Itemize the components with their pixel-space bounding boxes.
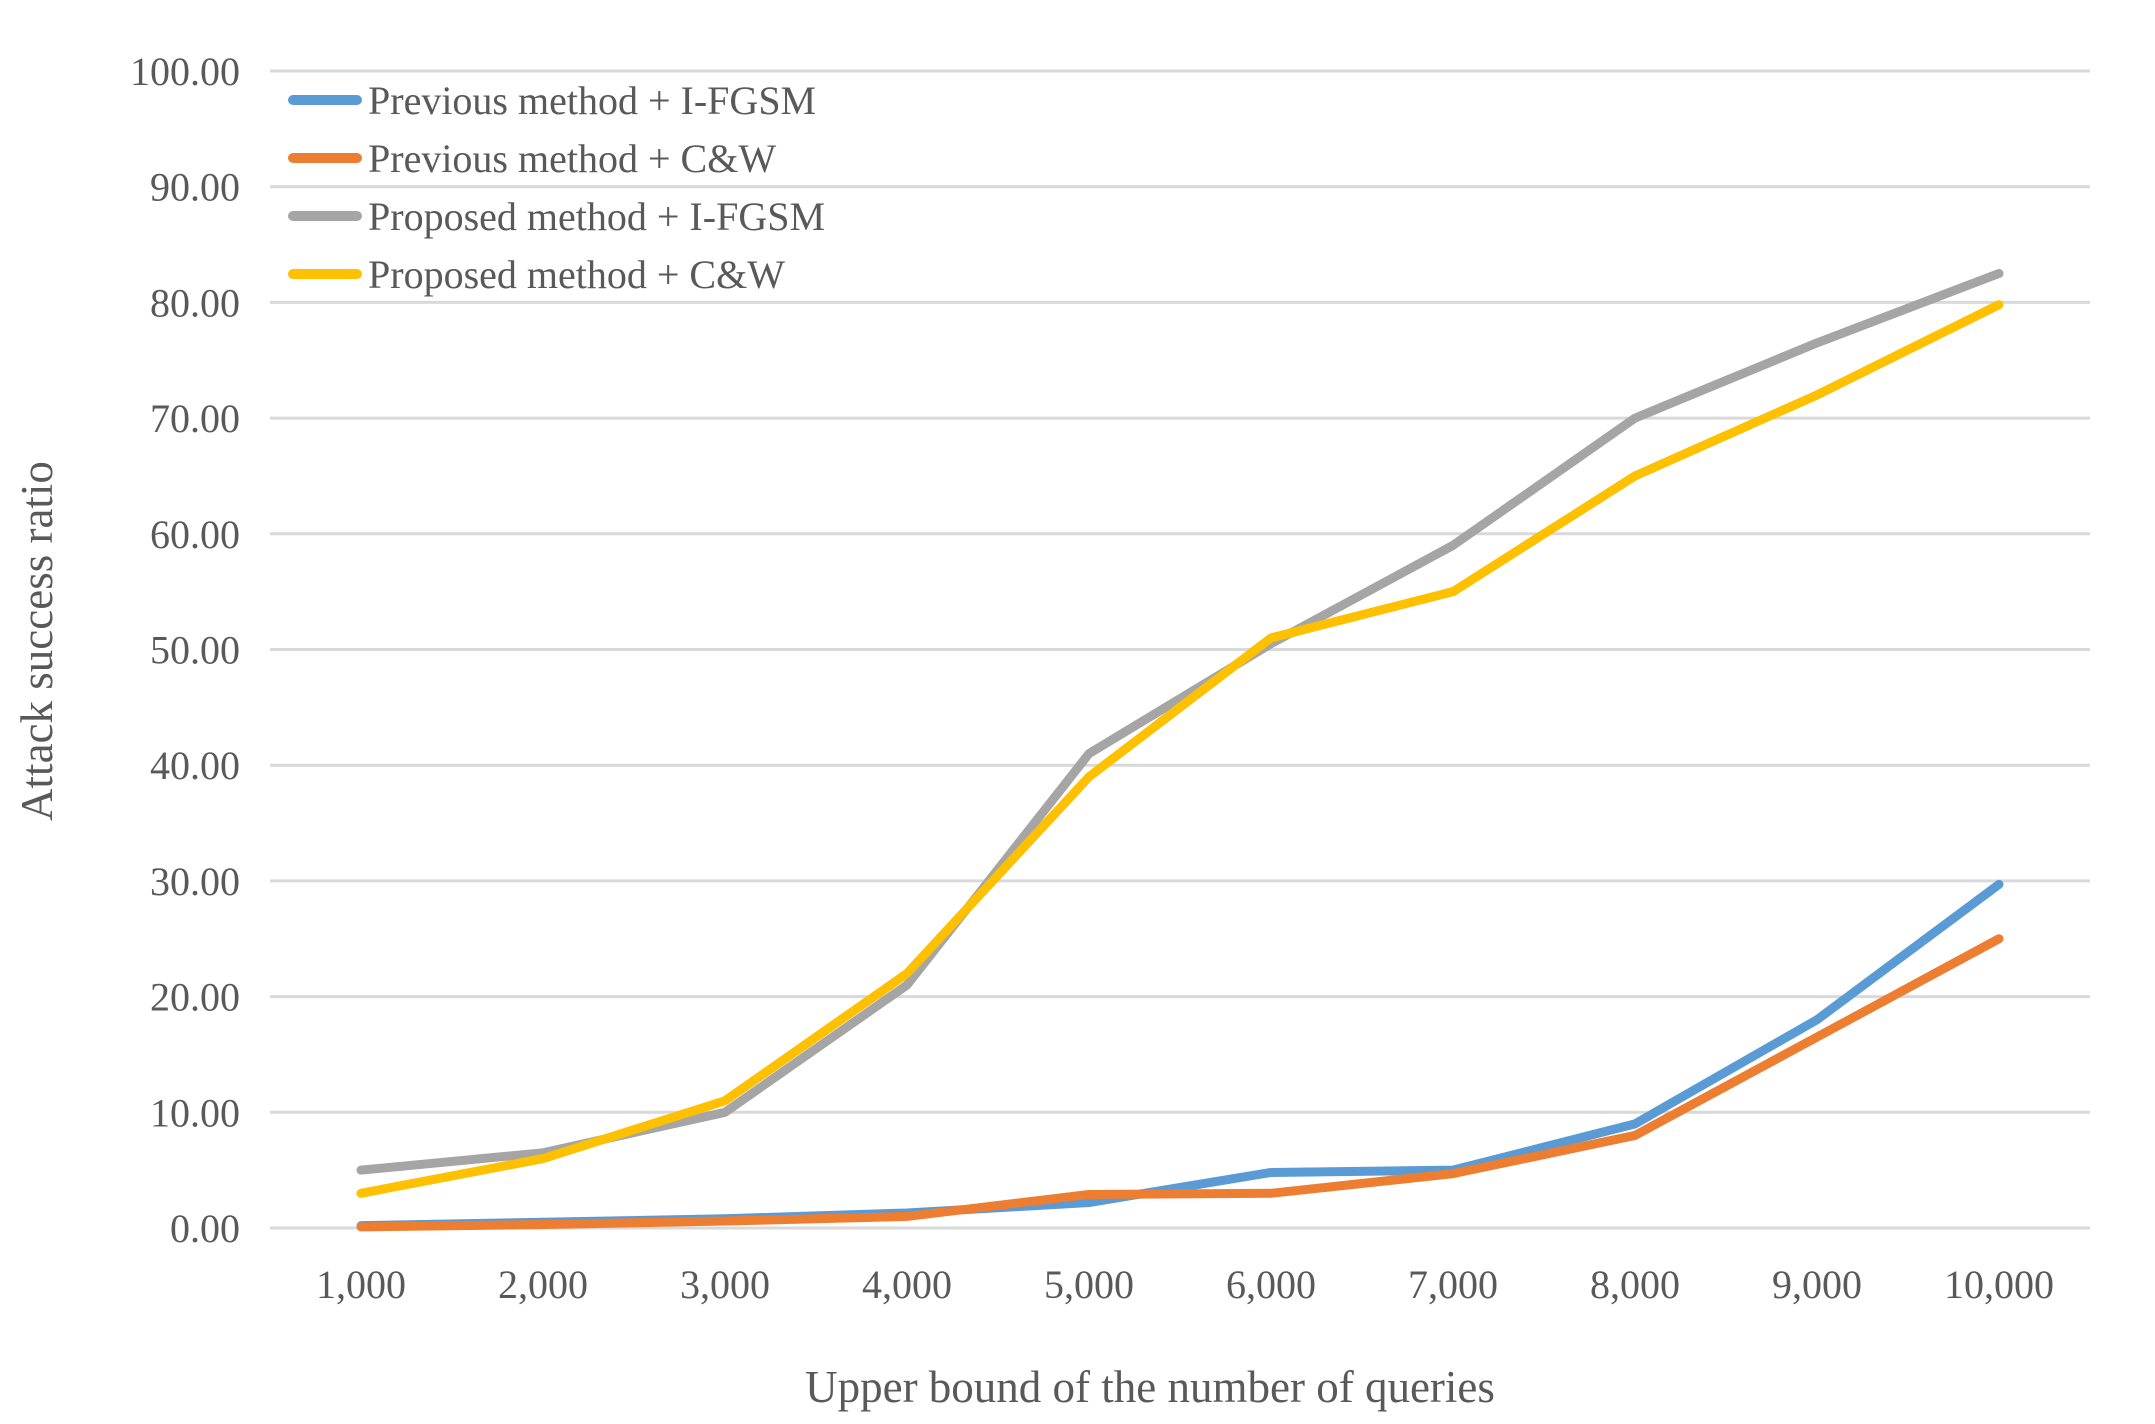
series-line-proposed-method-i-fgsm [356, 268, 2004, 1175]
x-axis-title: Upper bound of the number of queries [805, 1362, 1495, 1412]
series-line-previous-method-i-fgsm [356, 879, 2004, 1231]
legend-label: Proposed method + I-FGSM [368, 194, 825, 239]
series-line-previous-method-c-w [356, 934, 2004, 1232]
y-tick-label: 70.00 [150, 396, 240, 441]
series-line-proposed-method-c-w [356, 300, 2004, 1198]
y-tick-label: 40.00 [150, 743, 240, 788]
x-tick-label: 10,000 [1944, 1262, 2054, 1307]
legend-label: Previous method + C&W [368, 136, 776, 181]
y-tick-label: 20.00 [150, 975, 240, 1020]
y-tick-label: 0.00 [170, 1206, 240, 1251]
y-tick-label: 80.00 [150, 280, 240, 325]
legend-entry: Previous method + C&W [288, 136, 776, 181]
y-axis-tick-labels: 0.00 10.00 20.00 30.00 40.00 50.00 60.00 70.00 8… [130, 49, 240, 1251]
y-tick-label: 60.00 [150, 512, 240, 557]
y-tick-label: 100.00 [130, 49, 240, 94]
legend-entry: Proposed method + C&W [288, 252, 785, 297]
legend: Previous method + I-FGSM Previous method … [288, 78, 825, 297]
x-tick-label: 5,000 [1044, 1262, 1134, 1307]
x-tick-label: 4,000 [862, 1262, 952, 1307]
legend-label: Proposed method + C&W [368, 252, 785, 297]
gridlines [270, 69, 2090, 1230]
x-tick-label: 7,000 [1408, 1262, 1498, 1307]
x-tick-label: 3,000 [680, 1262, 770, 1307]
legend-entry: Previous method + I-FGSM [288, 78, 816, 123]
legend-label: Previous method + I-FGSM [368, 78, 816, 123]
x-tick-label: 6,000 [1226, 1262, 1316, 1307]
y-tick-label: 30.00 [150, 859, 240, 904]
x-axis-tick-labels: 1,000 2,000 3,000 4,000 5,000 6,000 7,000 8,000… [316, 1262, 2054, 1307]
y-tick-label: 10.00 [150, 1090, 240, 1135]
x-tick-label: 2,000 [498, 1262, 588, 1307]
y-axis-title: Attack success ratio [12, 461, 62, 821]
x-tick-label: 1,000 [316, 1262, 406, 1307]
x-tick-label: 8,000 [1590, 1262, 1680, 1307]
legend-entry: Proposed method + I-FGSM [288, 194, 825, 239]
x-tick-label: 9,000 [1772, 1262, 1862, 1307]
series-lines [356, 268, 2004, 1232]
y-tick-label: 90.00 [150, 165, 240, 210]
y-tick-label: 50.00 [150, 628, 240, 673]
